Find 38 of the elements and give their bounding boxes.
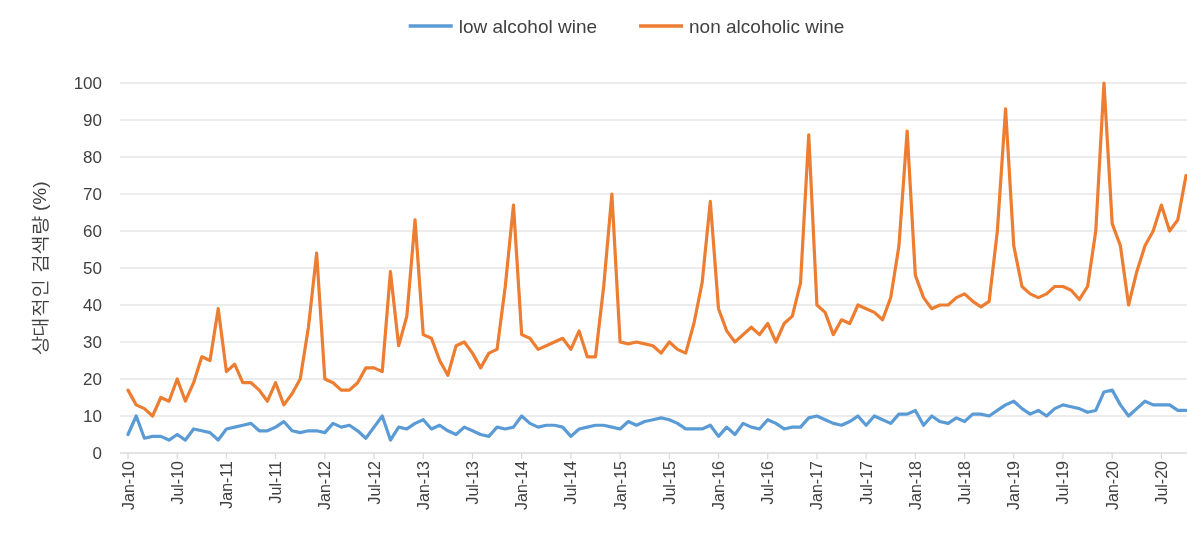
x-tick-label: Jul-20 [1152,460,1170,505]
y-tick-label: 0 [92,444,102,463]
y-tick-label: 60 [83,222,102,241]
x-tick-label: Jan-18 [906,460,924,510]
x-tick-label: Jan-12 [316,460,334,510]
y-tick-label: 50 [83,259,102,278]
x-tick-label: Jan-10 [119,460,137,510]
x-tick-label: Jul-15 [660,460,678,505]
line-series [126,388,1187,442]
x-tick-label: Jul-14 [562,460,580,505]
y-tick-label: 70 [83,185,102,204]
x-tick-label: Jul-10 [168,460,186,505]
y-tick-label: 80 [83,148,102,167]
x-tick-label: Jan-17 [808,460,826,510]
y-tick-label: 40 [83,296,102,315]
x-tick-label: Jul-17 [857,460,875,505]
y-tick-label: 30 [83,333,102,352]
y-tick-label: 100 [73,74,102,93]
y-axis-title: 상대적인 검색량 (%) [29,181,50,355]
y-tick-label: 20 [83,370,102,389]
y-tick-label: 10 [83,407,102,426]
y-tick-label: 90 [83,111,102,130]
x-tick-label: Jul-18 [956,460,974,505]
legend-label: low alcohol wine [458,16,598,37]
x-tick-label: Jul-11 [267,460,285,504]
x-tick-label: Jan-15 [611,460,629,510]
x-tick-label: Jan-20 [1103,460,1121,510]
x-tick-label: Jul-12 [365,460,383,505]
x-tick-label: Jul-16 [759,460,777,505]
x-tick-label: Jan-19 [1005,460,1023,510]
legend-label: non alcoholic wine [689,16,845,37]
x-tick-label: Jan-16 [710,460,728,510]
x-tick-label: Jan-14 [513,460,531,510]
x-tick-label: Jan-13 [414,460,432,510]
x-tick-label: Jul-13 [463,460,481,505]
x-tick-label: Jul-19 [1054,460,1072,505]
line-series [126,81,1187,418]
x-tick-label: Jan-11 [217,460,235,509]
